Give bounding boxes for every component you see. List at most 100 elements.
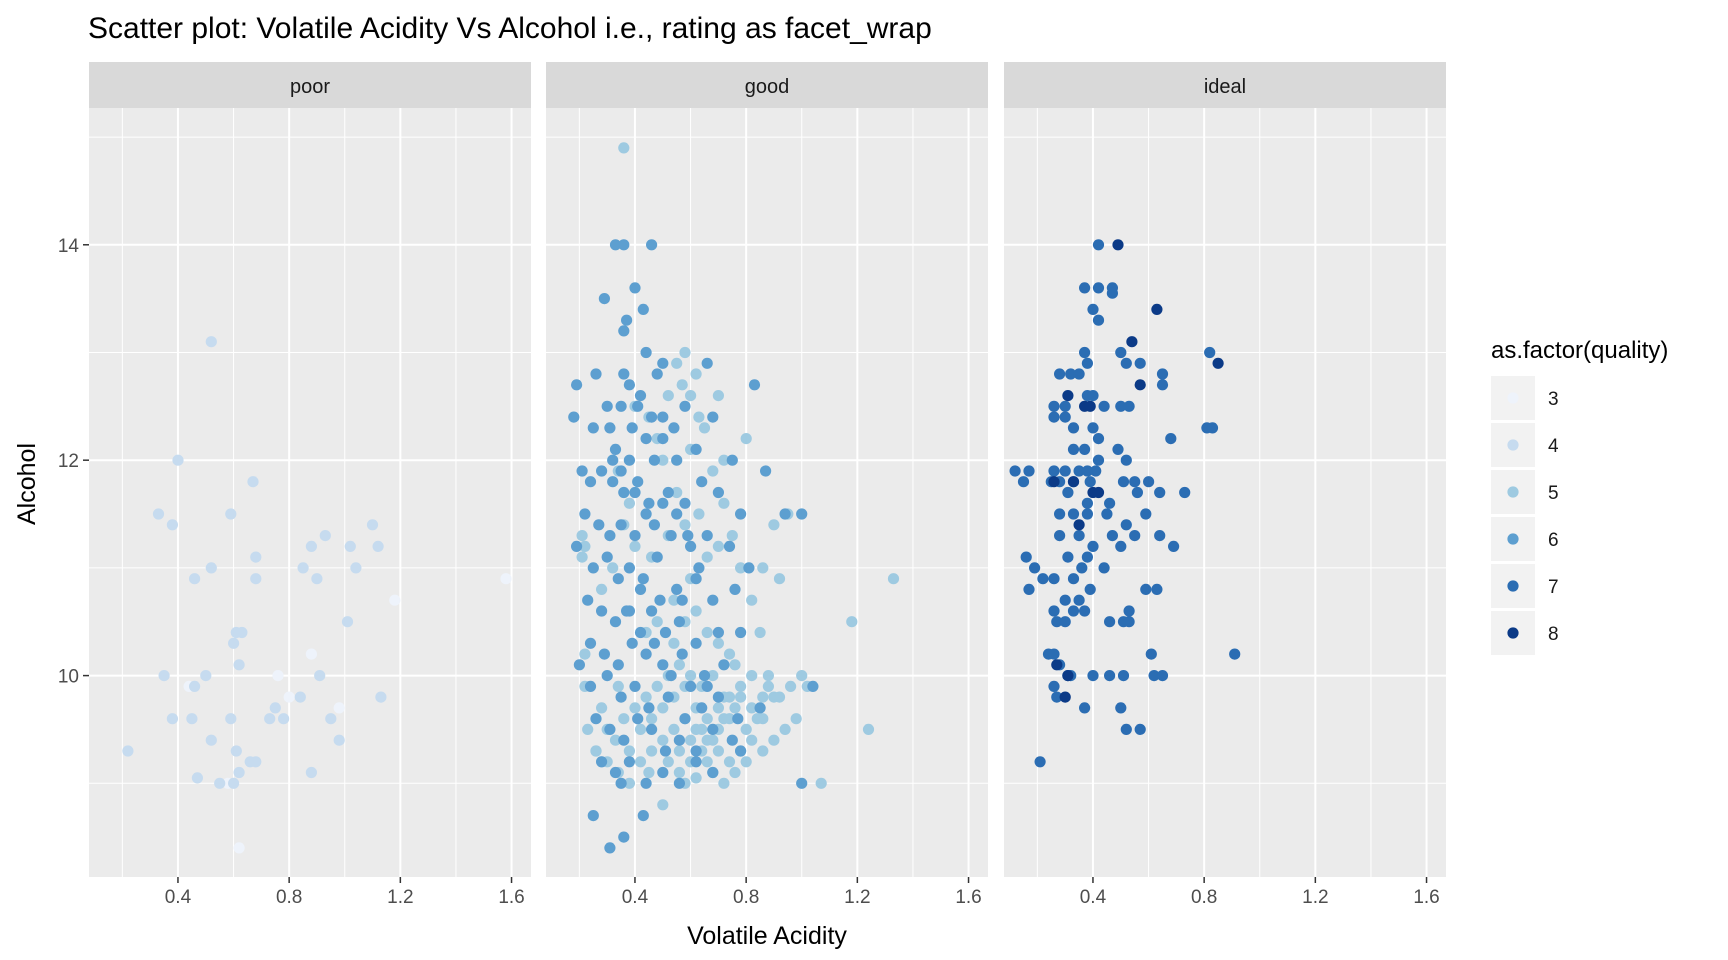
data-point — [723, 648, 736, 660]
data-point — [250, 551, 262, 563]
x-tick-label: 0.8 — [1191, 887, 1217, 908]
data-point — [1073, 368, 1085, 380]
data-point — [671, 357, 683, 369]
facet-strip — [1004, 62, 1446, 108]
data-point — [618, 142, 630, 154]
data-point — [1017, 476, 1030, 488]
data-point — [1123, 605, 1135, 617]
legend-swatch — [1507, 580, 1519, 592]
data-point — [757, 713, 769, 725]
data-point — [762, 670, 775, 682]
data-point — [305, 540, 317, 553]
data-point — [1090, 465, 1102, 477]
data-point — [366, 519, 379, 531]
data-point — [807, 680, 819, 693]
data-point — [607, 476, 619, 488]
data-point — [609, 443, 622, 455]
data-point — [191, 772, 203, 784]
data-point — [297, 562, 309, 574]
legend-title: as.factor(quality) — [1491, 337, 1668, 364]
data-point — [696, 702, 708, 714]
data-point — [1062, 390, 1074, 402]
data-point — [723, 540, 736, 553]
data-point — [1062, 670, 1074, 682]
data-point — [690, 772, 702, 784]
data-point — [740, 723, 752, 736]
data-point — [657, 454, 669, 466]
data-point — [579, 508, 591, 520]
data-point — [596, 756, 608, 768]
data-point — [1134, 357, 1146, 369]
data-point — [1140, 508, 1152, 520]
data-point — [601, 551, 613, 563]
data-point — [693, 562, 705, 574]
data-point — [1051, 616, 1063, 628]
data-point — [233, 842, 245, 854]
data-point — [607, 454, 619, 466]
data-point — [1051, 659, 1063, 671]
x-axis-title: Volatile Acidity — [687, 922, 847, 950]
legend-label: 7 — [1548, 577, 1559, 598]
data-point — [662, 691, 674, 703]
data-point — [1156, 379, 1169, 391]
data-point — [579, 648, 591, 660]
data-point — [1067, 605, 1080, 617]
data-point — [609, 766, 622, 779]
data-point — [762, 680, 775, 693]
data-point — [1126, 336, 1138, 348]
y-tick-label: 14 — [58, 236, 80, 257]
data-point — [1059, 465, 1071, 477]
data-point — [612, 573, 624, 585]
series-quality-7 — [1009, 239, 1241, 768]
data-point — [646, 411, 658, 423]
data-point — [718, 659, 730, 671]
x-tick-label: 0.4 — [165, 887, 192, 908]
data-point — [1084, 400, 1096, 412]
data-point — [1145, 648, 1157, 660]
data-point — [690, 605, 702, 617]
data-point — [632, 476, 644, 488]
data-point — [648, 637, 661, 649]
legend-item: 3 — [1491, 376, 1559, 420]
data-point — [1067, 422, 1080, 434]
data-point — [1098, 400, 1110, 412]
data-point — [746, 670, 758, 682]
data-point — [654, 594, 666, 606]
data-point — [846, 616, 858, 628]
data-point — [743, 562, 755, 574]
data-point — [1123, 616, 1135, 628]
data-point — [735, 626, 747, 639]
data-point — [662, 486, 674, 499]
data-point — [651, 551, 663, 563]
data-point — [634, 756, 647, 768]
data-point — [205, 336, 217, 348]
data-point — [1023, 465, 1035, 477]
data-point — [685, 734, 697, 746]
data-point — [701, 530, 713, 542]
data-point — [735, 745, 747, 757]
data-point — [626, 422, 638, 434]
data-point — [629, 540, 641, 553]
data-point — [648, 519, 661, 531]
data-point — [718, 454, 730, 466]
data-point — [607, 562, 619, 574]
data-point — [623, 379, 636, 391]
y-tick-label: 10 — [58, 667, 79, 688]
data-point — [1104, 616, 1116, 628]
data-point — [1048, 605, 1060, 617]
data-point — [735, 680, 747, 693]
facet-poor: poor 0.4 0.8 1.2 1.6 — [89, 62, 531, 908]
data-point — [640, 691, 652, 703]
data-point — [671, 583, 683, 596]
data-point — [646, 745, 658, 757]
data-point — [615, 465, 627, 477]
data-point — [754, 626, 766, 639]
data-point — [1020, 551, 1032, 563]
data-point — [1154, 486, 1166, 499]
data-point — [657, 702, 669, 714]
legend-swatch — [1507, 392, 1519, 404]
data-point — [1101, 508, 1113, 520]
data-point — [690, 723, 702, 736]
data-point — [1034, 756, 1046, 768]
y-axis: 10 12 14 — [58, 236, 89, 688]
